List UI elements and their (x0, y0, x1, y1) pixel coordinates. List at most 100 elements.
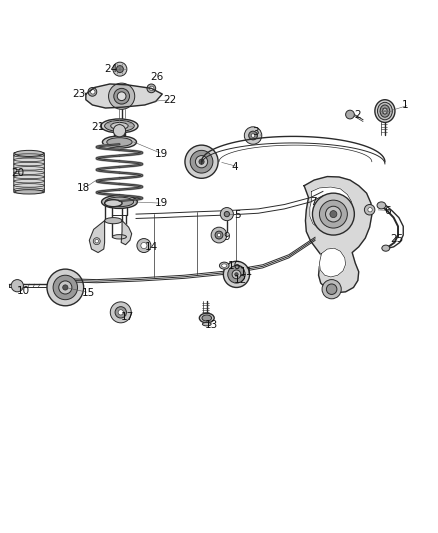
Text: 16: 16 (228, 261, 241, 271)
Circle shape (215, 231, 223, 239)
Circle shape (93, 238, 100, 245)
Text: 4: 4 (231, 162, 238, 172)
FancyBboxPatch shape (14, 152, 44, 193)
Text: 26: 26 (150, 71, 163, 82)
Ellipse shape (199, 313, 214, 323)
Circle shape (117, 92, 126, 101)
Text: 7: 7 (310, 197, 316, 207)
Ellipse shape (222, 264, 227, 268)
Circle shape (117, 66, 124, 72)
Ellipse shape (202, 315, 212, 321)
Ellipse shape (383, 108, 387, 114)
Ellipse shape (113, 235, 127, 239)
Text: 14: 14 (145, 242, 158, 252)
Ellipse shape (377, 202, 386, 209)
Circle shape (114, 88, 130, 104)
Ellipse shape (378, 102, 392, 120)
Text: 6: 6 (384, 206, 391, 216)
Text: 12: 12 (234, 274, 247, 285)
Circle shape (137, 239, 151, 253)
Text: 13: 13 (205, 320, 218, 330)
Circle shape (113, 62, 127, 76)
Text: 19: 19 (154, 149, 168, 159)
Circle shape (346, 110, 354, 119)
Circle shape (118, 310, 124, 315)
Ellipse shape (101, 119, 138, 133)
Circle shape (319, 200, 347, 228)
Text: 1: 1 (402, 100, 408, 110)
Circle shape (325, 206, 341, 222)
Ellipse shape (102, 195, 138, 208)
Text: 18: 18 (77, 183, 90, 193)
Circle shape (251, 134, 255, 138)
Circle shape (150, 86, 154, 91)
Circle shape (185, 145, 218, 179)
Text: 24: 24 (105, 64, 118, 74)
Circle shape (235, 272, 238, 276)
Circle shape (223, 261, 250, 287)
Circle shape (115, 306, 127, 318)
Circle shape (47, 269, 84, 306)
Polygon shape (319, 248, 346, 277)
Polygon shape (304, 176, 372, 293)
Ellipse shape (202, 322, 211, 326)
Ellipse shape (14, 190, 43, 194)
Circle shape (95, 239, 99, 243)
Circle shape (211, 227, 227, 243)
Text: 25: 25 (390, 235, 403, 245)
Circle shape (322, 280, 341, 299)
Text: 10: 10 (17, 286, 30, 295)
Circle shape (326, 284, 337, 294)
Text: 22: 22 (163, 95, 177, 104)
Ellipse shape (105, 200, 122, 207)
Text: 5: 5 (234, 210, 241, 220)
Text: 19: 19 (154, 198, 168, 208)
Ellipse shape (375, 100, 395, 123)
Ellipse shape (107, 138, 132, 147)
Ellipse shape (382, 245, 390, 251)
Circle shape (190, 150, 213, 173)
Circle shape (63, 285, 68, 290)
Circle shape (109, 83, 135, 109)
Circle shape (91, 90, 95, 94)
Ellipse shape (105, 217, 122, 224)
Polygon shape (89, 221, 105, 253)
Circle shape (141, 243, 147, 248)
Text: 3: 3 (252, 127, 258, 137)
Circle shape (217, 233, 221, 237)
Circle shape (233, 265, 244, 276)
Ellipse shape (380, 105, 390, 117)
Circle shape (11, 280, 23, 292)
Ellipse shape (105, 197, 134, 207)
Polygon shape (121, 221, 132, 245)
Text: 2: 2 (354, 110, 361, 119)
Circle shape (224, 212, 230, 217)
Ellipse shape (111, 123, 128, 130)
Circle shape (368, 207, 372, 212)
Ellipse shape (219, 262, 229, 269)
Circle shape (59, 281, 72, 294)
Circle shape (232, 270, 241, 279)
Ellipse shape (102, 136, 137, 148)
Text: 17: 17 (121, 312, 134, 322)
Circle shape (244, 127, 262, 144)
Text: 15: 15 (81, 288, 95, 298)
Circle shape (220, 207, 233, 221)
Circle shape (228, 265, 245, 283)
Ellipse shape (105, 120, 134, 131)
Circle shape (110, 302, 131, 323)
Circle shape (199, 159, 204, 164)
Circle shape (53, 275, 78, 300)
Text: 11: 11 (240, 266, 253, 277)
Text: 23: 23 (73, 89, 86, 99)
Circle shape (195, 156, 208, 168)
Polygon shape (310, 187, 353, 231)
Circle shape (364, 205, 375, 215)
Ellipse shape (14, 150, 43, 157)
Circle shape (88, 87, 97, 96)
Text: 21: 21 (92, 122, 105, 132)
Circle shape (249, 131, 258, 140)
Circle shape (330, 211, 337, 217)
Text: 9: 9 (223, 232, 230, 242)
Text: 20: 20 (12, 168, 25, 177)
